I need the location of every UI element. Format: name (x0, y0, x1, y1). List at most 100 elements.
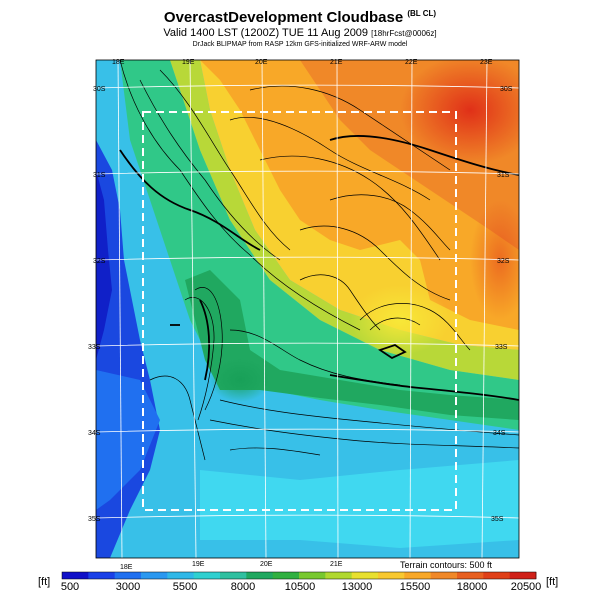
contour-line (329, 194, 451, 251)
model-credit: DrJack BLIPMAP from RASP 12km GFS-initia… (192, 41, 408, 48)
grid-lat-31 (95, 170, 520, 175)
lat-label-right: 31S (497, 172, 510, 179)
contour-line (209, 419, 519, 449)
field-deep-blue (96, 170, 112, 360)
bold-contour (329, 374, 519, 401)
field-yellow-bump (350, 285, 450, 355)
grid-lon-21 (336, 59, 339, 559)
lat-label-left: 32S (93, 258, 106, 265)
map-title: OvercastDevelopment Cloudbase (BL CL) (0, 9, 600, 26)
contour-line (249, 85, 451, 171)
contour-line (229, 447, 321, 456)
lat-label-right: 34S (493, 430, 506, 437)
colorbar-border (61, 571, 537, 580)
cloudbase-field (96, 60, 519, 558)
colorbar-swatch (404, 572, 432, 579)
grid-lat-32 (95, 256, 520, 261)
grid-lat-34 (95, 428, 520, 433)
colorbar-swatch (246, 572, 274, 579)
colorbar-swatch (509, 572, 537, 579)
contour-line (194, 287, 223, 411)
valid-text: Valid 1400 LST (1200Z) TUE 11 Aug 2009 (163, 27, 369, 39)
colorbar-tick-label: 5500 (172, 581, 198, 593)
bold-contour (199, 299, 211, 381)
bold-contour (377, 344, 407, 360)
colorbar-unit-right: [ft] (546, 576, 559, 588)
contour-line (139, 79, 281, 261)
lon-label-bottom: 18E (120, 564, 133, 571)
title-suffix: (BL CL) (407, 9, 437, 18)
colorbar-swatch (378, 572, 405, 579)
contour-line (259, 155, 441, 261)
contour-line (229, 116, 431, 201)
colorbar-tick-label: 500 (60, 581, 80, 593)
colorbar (61, 571, 537, 580)
colorbar-swatch (299, 572, 326, 579)
field-red-east (470, 200, 519, 320)
lon-label-top: 21E (330, 59, 343, 66)
colorbar-tick-label: 10500 (284, 581, 316, 593)
colorbar-tick-label: 8000 (230, 581, 256, 593)
colorbar-swatch (141, 572, 168, 579)
colorbar-swatch (430, 572, 458, 579)
colorbar-swatch (483, 572, 511, 579)
grid-lat-33 (95, 342, 520, 347)
map-frame (95, 59, 520, 559)
lon-label-bottom: 20E (260, 561, 273, 568)
colorbar-swatch (457, 572, 484, 579)
colorbar-tick-label: 20500 (510, 581, 542, 593)
lon-label-bottom: 19E (192, 561, 205, 568)
colorbar-tick-label: 3000 (115, 581, 141, 593)
colorbar-swatch (220, 572, 247, 579)
lon-label-top: 19E (182, 59, 195, 66)
lat-label-left: 30S (93, 86, 106, 93)
terrain-contours (119, 60, 519, 461)
grid-lat-30 (95, 84, 520, 89)
grid-lon-23 (481, 59, 488, 559)
colorbar-swatch (325, 572, 353, 579)
lat-label-left: 31S (93, 172, 106, 179)
field-green-spot (210, 358, 270, 402)
bold-contours (119, 134, 519, 401)
colorbar-swatch (167, 572, 195, 579)
latlon-grid (95, 59, 520, 559)
colorbar-swatch (62, 572, 89, 579)
grid-lon-22 (409, 59, 413, 559)
lat-label-right: 33S (495, 344, 508, 351)
lat-label-left: 33S (88, 344, 101, 351)
contour-line (149, 375, 206, 461)
lat-label-left: 35S (88, 516, 101, 523)
contour-line (299, 225, 451, 301)
contour-line (119, 60, 361, 331)
colorbar-swatch (193, 572, 221, 579)
forecast-suffix: [18hrFcst@0006z] (371, 29, 437, 38)
lon-label-bottom: 21E (330, 561, 343, 568)
field-yellowgreen (150, 60, 519, 380)
lat-label-right: 30S (500, 86, 513, 93)
grid-lon-18 (117, 59, 123, 559)
colorbar-tick-label: 13000 (341, 581, 373, 593)
inner-domain-box (142, 111, 457, 511)
colorbar-tick-label: 15500 (399, 581, 431, 593)
field-cyan-south (200, 460, 519, 548)
lon-label-top: 22E (405, 59, 418, 66)
colorbar-swatch (88, 572, 116, 579)
lon-label-top: 23E (480, 59, 493, 66)
field-blue-southwest (96, 370, 160, 510)
lon-label-top: 18E (112, 59, 125, 66)
contour-line (369, 317, 421, 331)
contour-line (299, 274, 381, 331)
colorbar-swatch (114, 572, 142, 579)
grid-lon-20 (261, 59, 267, 559)
contour-line (359, 303, 471, 351)
colorbar-swatch (351, 572, 379, 579)
grid-lon-19 (189, 59, 197, 559)
bold-contour (119, 149, 261, 251)
lat-label-left: 34S (88, 430, 101, 437)
terrain-note: Terrain contours: 500 ft (400, 560, 493, 570)
colorbar-swatch (272, 572, 300, 579)
colorbar-unit-left: [ft] (38, 576, 51, 588)
grid-lat-35 (95, 514, 520, 519)
valid-time: Valid 1400 LST (1200Z) TUE 11 Aug 2009 [… (0, 27, 600, 39)
